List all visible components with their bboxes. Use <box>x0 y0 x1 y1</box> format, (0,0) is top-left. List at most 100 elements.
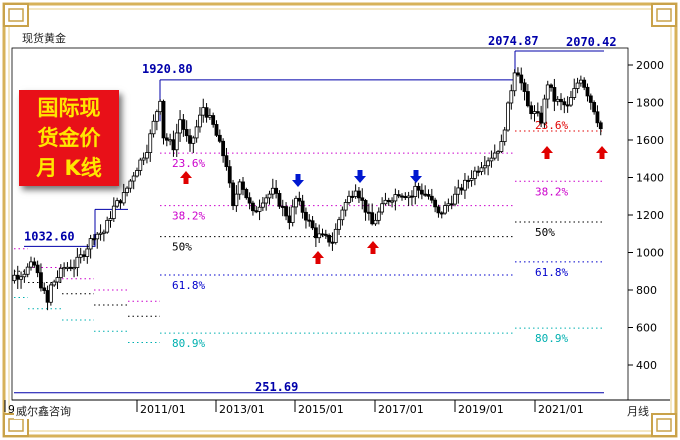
candle-body <box>539 112 544 124</box>
candle-body <box>552 87 557 102</box>
candle-body <box>347 195 351 203</box>
fib-label-right: 80.9% <box>535 332 568 345</box>
frame-corner-ornament-inner <box>656 8 672 22</box>
fib-label-left: 50% <box>172 241 192 254</box>
candle-body <box>598 122 603 130</box>
candle-body <box>506 102 510 131</box>
candle-body <box>327 234 332 243</box>
candle-body <box>439 212 444 215</box>
fib-label-left: 38.2% <box>172 210 205 223</box>
candle-body <box>92 238 96 241</box>
candle-body <box>333 228 338 243</box>
candle-body <box>396 194 401 197</box>
peak-value-label: 2070.42 <box>566 35 617 49</box>
candle-body <box>393 194 398 202</box>
candle-body <box>562 101 567 106</box>
inner-frame-border <box>8 8 672 432</box>
candle-body <box>383 199 388 205</box>
candle-body <box>151 120 156 135</box>
candle-body <box>323 233 328 236</box>
candle-body <box>313 227 318 239</box>
candle-body <box>101 231 106 234</box>
x-tick-label: 2013/01 <box>219 403 265 416</box>
fib-label-right: 50% <box>535 226 555 239</box>
candle-body <box>148 133 153 153</box>
candle-body <box>284 206 288 217</box>
candle-body <box>274 187 279 194</box>
candle-body <box>413 185 418 197</box>
candle-body <box>251 202 255 212</box>
candle-body <box>436 206 441 214</box>
up-arrow-icon <box>180 171 192 184</box>
candle-body <box>184 129 189 137</box>
candle-body <box>135 170 139 177</box>
candle-body <box>380 203 385 213</box>
candle-body <box>171 139 176 151</box>
candle-body <box>585 86 590 97</box>
candle-body <box>65 266 70 269</box>
candle-body <box>502 129 507 142</box>
candle-body <box>211 115 216 125</box>
candle-body <box>373 219 378 225</box>
candle-body <box>52 281 57 286</box>
candle-body <box>224 155 229 168</box>
candle-body <box>343 202 348 211</box>
y-tick-label: 2000 <box>636 59 664 72</box>
fib-label-left: 23.6% <box>172 157 205 170</box>
up-arrow-icon <box>541 146 553 159</box>
candle-body <box>221 140 226 157</box>
candle-body <box>456 187 461 195</box>
candle-body <box>466 179 471 182</box>
down-arrow-icon <box>410 170 422 183</box>
candle-body <box>595 111 600 124</box>
candle-body <box>410 195 414 198</box>
candle-body <box>42 287 47 291</box>
candle-body <box>459 187 464 191</box>
up-arrow-icon <box>596 146 608 159</box>
candle-body <box>161 100 166 139</box>
candle-body <box>72 267 76 270</box>
candle-body <box>181 119 186 130</box>
candle-body <box>111 205 116 219</box>
candle-body <box>509 90 514 104</box>
badge-line-1: 国际现 <box>37 96 101 120</box>
candle-body <box>572 88 577 98</box>
fib-label-right: 38.2% <box>535 185 568 198</box>
candle-body <box>280 205 285 208</box>
candle-body <box>138 159 143 171</box>
frame-corner-ornament-inner <box>8 418 24 432</box>
candle-body <box>340 209 345 221</box>
candle-body <box>55 277 60 283</box>
candle-body <box>512 72 517 92</box>
watermark-text: 威尔鑫咨询 <box>14 403 73 419</box>
y-tick-label: 1200 <box>636 209 664 222</box>
candle-body <box>429 195 434 201</box>
candle-body <box>545 84 550 100</box>
candle-body <box>227 166 232 184</box>
fib-label-right: 61.8% <box>535 266 568 279</box>
down-arrow-icon <box>292 174 304 187</box>
candle-body <box>320 233 325 236</box>
peak-ref-line-2008 <box>24 209 96 247</box>
candle-body <box>516 72 520 76</box>
chart-title-badge: 国际现 货金价 月 K线 <box>19 90 119 186</box>
y-tick-label: 600 <box>636 322 657 335</box>
candle-body <box>390 200 394 203</box>
candle-body <box>350 195 355 198</box>
candle-body <box>370 212 375 225</box>
candle-body <box>529 105 534 114</box>
candle-body <box>469 178 474 181</box>
y-tick-label: 1000 <box>636 247 664 260</box>
candle-body <box>141 157 146 161</box>
candle-body <box>426 194 431 197</box>
candle-body <box>363 200 368 213</box>
candle-body <box>78 254 83 258</box>
peak-value-label: 1920.80 <box>142 62 193 76</box>
candle-body <box>270 187 275 195</box>
candle-body <box>62 267 67 270</box>
candle-body <box>476 170 481 173</box>
candle-body <box>403 196 408 199</box>
candle-body <box>559 98 563 103</box>
candle-body <box>310 220 315 229</box>
